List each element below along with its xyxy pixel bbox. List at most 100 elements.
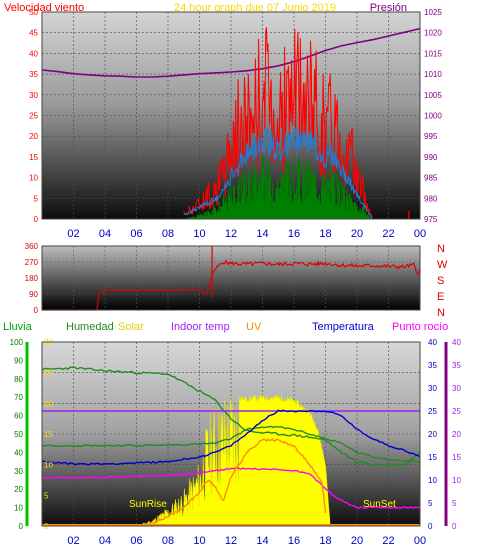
x-tick-label: 10 — [193, 535, 205, 547]
dewpoint-line — [41, 467, 421, 510]
direction-letter-w: W — [437, 259, 448, 271]
uv-scale-tick-label: 5 — [44, 491, 49, 500]
x-tick-label: 16 — [288, 535, 300, 547]
indoor-tick-label: 40 — [452, 338, 461, 347]
y-right-tick-label: 980 — [424, 194, 438, 203]
y-right-tick-label: 985 — [424, 174, 438, 183]
y-right-tick-label: 1010 — [424, 70, 442, 79]
wind-speed-legend: Velocidad viento — [4, 2, 84, 14]
uv-legend: UV — [246, 321, 262, 333]
temperature-tick-label: 35 — [428, 361, 437, 370]
panel2-frame — [41, 245, 421, 311]
humidity-line — [41, 366, 421, 467]
y-right-tick-label: 1000 — [424, 112, 442, 121]
pressure-line — [41, 27, 421, 78]
humidity-tick-label: 40 — [14, 448, 23, 457]
y-right-tick-label: 1005 — [424, 91, 442, 100]
humidity-tick-label: 70 — [14, 393, 23, 402]
y-left-tick-label: 25 — [29, 112, 38, 121]
direction-letter-e: E — [437, 291, 444, 303]
humidity-tick-label: 80 — [14, 375, 23, 384]
x-tick-label: 12 — [225, 535, 237, 547]
uv-scale-tick-label: 20 — [44, 399, 53, 408]
pressure-legend: Presión — [370, 2, 407, 14]
direction-letter-n-top: N — [437, 243, 445, 255]
indoor-tick-label: 30 — [452, 384, 461, 393]
indoor-tick-label: 5 — [452, 499, 457, 508]
direction-tick-label: 0 — [34, 306, 39, 315]
indoor-tick-label: 25 — [452, 407, 461, 416]
direction-tick-label: 270 — [25, 258, 39, 267]
dewpoint-legend: Punto rocío — [392, 321, 448, 333]
panel1-frame — [41, 11, 421, 220]
indoor-tick-label: 20 — [452, 430, 461, 439]
wind-low-bars — [183, 156, 373, 219]
y-left-tick-label: 40 — [29, 49, 38, 58]
humidity-tick-label: 50 — [14, 430, 23, 439]
uv-scale-tick-label: 10 — [44, 461, 53, 470]
temperature-tick-label: 20 — [428, 430, 437, 439]
wind-average-line — [183, 127, 373, 219]
humidity-tick-label: 0 — [19, 522, 24, 531]
sunrise-label: SunRise — [129, 499, 167, 510]
y-left-tick-label: 45 — [29, 29, 38, 38]
direction-tick-label: 180 — [25, 274, 39, 283]
x-tick-label: 12 — [225, 228, 237, 240]
uv-scale-tick-label: 15 — [44, 430, 53, 439]
humidity-tick-label: 30 — [14, 467, 23, 476]
x-tick-label: 22 — [382, 228, 394, 240]
indoor-tick-label: 35 — [452, 361, 461, 370]
humidity-tick-label: 100 — [10, 338, 24, 347]
y-right-tick-label: 975 — [424, 215, 438, 224]
indoor-tick-label: 0 — [452, 522, 457, 531]
temperature-tick-label: 30 — [428, 384, 437, 393]
direction-tick-label: 90 — [29, 290, 38, 299]
y-left-tick-label: 35 — [29, 70, 38, 79]
x-tick-label: 18 — [319, 535, 331, 547]
temperature-line — [41, 409, 421, 466]
x-tick-label: 14 — [256, 535, 268, 547]
y-left-tick-label: 50 — [29, 8, 38, 17]
x-tick-label: 04 — [99, 228, 111, 240]
temperature-tick-label: 5 — [428, 499, 433, 508]
x-tick-label: 08 — [162, 228, 174, 240]
humidity-tick-label: 20 — [14, 485, 23, 494]
indoor-tick-label: 10 — [452, 476, 461, 485]
wind-direction-panel: 0 90 180 270 360 N W S E N — [25, 242, 448, 319]
temperature-tick-label: 25 — [428, 407, 437, 416]
x-tick-label: 20 — [351, 535, 363, 547]
y-left-tick-label: 30 — [29, 91, 38, 100]
humidity-tick-label: 10 — [14, 504, 23, 513]
humidity-legend: Humedad — [66, 321, 114, 333]
chart-title: 24 hour graph due 07 Junio 2019 — [174, 2, 336, 14]
y-right-tick-label: 990 — [424, 153, 438, 162]
temperature-tick-label: 10 — [428, 476, 437, 485]
wind-direction-line — [42, 259, 421, 311]
wind-pressure-panel: 0510152025303540455097598098599099510001… — [29, 8, 442, 240]
humidity-tick-label: 60 — [14, 412, 23, 421]
y-left-tick-label: 20 — [29, 132, 38, 141]
x-tick-label: 16 — [288, 228, 300, 240]
y-right-tick-label: 1020 — [424, 29, 442, 38]
uv-line — [144, 438, 327, 527]
temperature-panel: 0 5 10 15 20 25 30 0 10 20 30 40 50 60 70 80 90 10 00 5 10 15… — [10, 338, 462, 547]
temperature-legend: Temperatura — [312, 321, 375, 333]
panel3-frame — [41, 341, 421, 527]
uv-scale-tick-label: 25 — [44, 369, 53, 378]
x-tick-label: 00 — [414, 228, 426, 240]
indoor-tick-label: 15 — [452, 453, 461, 462]
y-right-tick-label: 1025 — [424, 8, 442, 17]
y-left-tick-label: 15 — [29, 153, 38, 162]
humidity-tick-label: 90 — [14, 356, 23, 365]
solar-legend: Solar — [118, 321, 144, 333]
indoor-temp-legend: Indoor temp — [171, 321, 230, 333]
y-left-tick-label: 0 — [34, 215, 39, 224]
temperature-tick-label: 40 — [428, 338, 437, 347]
x-tick-label: 14 — [256, 228, 268, 240]
direction-letter-s: S — [437, 275, 444, 287]
y-left-tick-label: 10 — [29, 174, 38, 183]
y-left-tick-label: 5 — [34, 194, 39, 203]
x-tick-label: 00 — [414, 535, 426, 547]
